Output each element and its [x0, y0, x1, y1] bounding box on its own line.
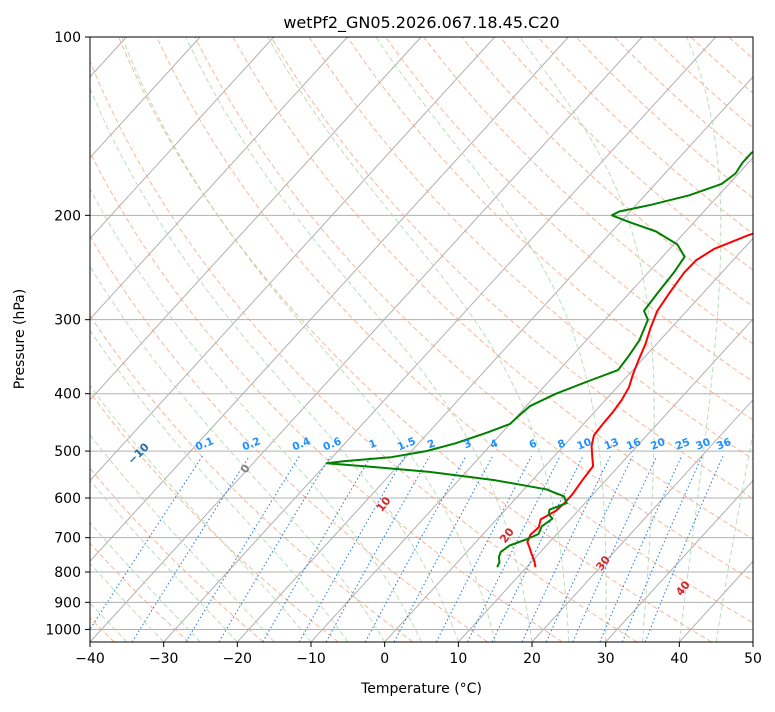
line-labels: 0.10.20.40.611.52346810131620253036−100−…: [0, 47, 733, 598]
x-tick-label: 40: [670, 651, 688, 667]
mixing-ratio-line: [219, 456, 330, 642]
isotherm-line: [16, 37, 568, 642]
mixing-ratio-line: [82, 456, 203, 642]
moist-adiabat-label: 20: [497, 525, 517, 545]
y-tick-label: 600: [54, 491, 81, 507]
y-tick-label: 800: [54, 565, 81, 581]
dry-adiabat-line: [0, 37, 413, 642]
isotherm-line: [458, 37, 775, 642]
y-axis-label: Pressure (hPa): [12, 289, 28, 389]
moist-adiabat-label: 40: [673, 578, 693, 598]
mixing-ratio-label: 25: [674, 436, 692, 453]
isotherm-line: [237, 37, 775, 642]
mixing-ratio-line: [263, 456, 371, 642]
dry-adiabat-label: −20: [40, 408, 67, 435]
y-tick-label: 200: [54, 208, 81, 224]
mixing-ratio-label: 16: [625, 436, 643, 453]
mixing-ratio-label: 10: [575, 436, 593, 453]
dry-adiabat-line: [462, 37, 775, 642]
dry-adiabat-line: [614, 37, 775, 642]
dry-adiabat-line: [0, 37, 264, 642]
moist-adiabat-line: [0, 37, 201, 642]
moist-adiabat-line: [716, 37, 775, 642]
dry-adiabat-line: [729, 37, 775, 642]
x-axis-label: Temperature (°C): [360, 681, 482, 697]
mixing-ratio-line: [546, 456, 632, 642]
mixing-ratio-line: [326, 456, 430, 642]
moist-adiabat-line: [268, 37, 569, 642]
dry-adiabat-line: [424, 37, 775, 642]
x-tick-label: 0: [380, 651, 389, 667]
mixing-ratio-label: 30: [694, 436, 712, 453]
isotherm-line: [679, 37, 775, 642]
mixing-ratio-line: [365, 456, 466, 642]
mixing-ratio-label: 2: [426, 437, 437, 451]
x-tick-label: 20: [523, 651, 541, 667]
isotherm-line: [90, 37, 642, 642]
moist-adiabat-line: [753, 37, 775, 642]
x-tick-label: 10: [449, 651, 467, 667]
moist-adiabat-line: [679, 37, 721, 642]
moist-adiabat-label: 0: [238, 461, 253, 475]
dry-adiabat-line: [157, 37, 775, 642]
dry-adiabat-line: [386, 37, 775, 642]
dry-adiabat-line: [767, 37, 775, 642]
y-tick-label: 300: [54, 313, 81, 329]
chart-title: wetPf2_GN05.2026.067.18.45.C20: [283, 13, 559, 33]
mixing-ratio-label: 1: [367, 437, 378, 451]
x-tick-label: −20: [223, 651, 253, 667]
mixing-ratio-label: 3: [462, 437, 473, 451]
moist-adiabat-line: [0, 37, 237, 642]
x-tick-label: −40: [75, 651, 105, 667]
dry-adiabat-line: [233, 37, 775, 642]
mixing-ratio-label: 4: [489, 437, 500, 451]
dry-adiabat-line: [0, 37, 338, 642]
mixing-ratio-line: [600, 456, 682, 642]
mixing-ratio-label: 20: [649, 436, 667, 453]
plot-frame: [90, 37, 753, 642]
isotherm-line: [0, 37, 421, 642]
dry-adiabat-line: [271, 37, 775, 642]
isotherm-line: [0, 37, 347, 642]
background-lines: [0, 37, 775, 642]
moist-adiabat-line: [29, 37, 422, 642]
isotherm-line: [385, 37, 775, 642]
dry-adiabat-line: [538, 37, 775, 642]
x-tick-label: −10: [296, 651, 326, 667]
isotherm-line: [0, 37, 200, 642]
dry-adiabat-line: [0, 37, 189, 642]
mixing-ratio-line: [394, 456, 492, 642]
moist-adiabat-line: [0, 37, 385, 642]
dry-adiabat-line: [691, 37, 775, 642]
x-tick-label: 30: [597, 651, 615, 667]
isotherm-line: [753, 37, 775, 642]
y-tick-label: 500: [54, 444, 81, 460]
dry-adiabat-line: [652, 37, 775, 642]
moist-adiabat-line: [0, 37, 348, 642]
isotherm-line: [532, 37, 775, 642]
y-tick-label: 400: [54, 387, 81, 403]
dry-adiabat-label: −10: [125, 440, 152, 467]
profile-lines: [327, 37, 775, 567]
x-tick-label: 50: [744, 651, 762, 667]
mixing-ratio-line: [299, 456, 405, 642]
dewpoint-profile-line: [327, 37, 775, 567]
mixing-ratio-line: [186, 456, 300, 642]
moist-adiabat-label: 10: [374, 494, 394, 514]
mixing-ratio-line: [645, 456, 723, 642]
mixing-ratio-label: 6: [527, 437, 538, 451]
moist-adiabat-line: [376, 37, 606, 642]
y-tick-label: 900: [54, 595, 81, 611]
y-tick-label: 700: [54, 531, 81, 547]
x-tick-label: −30: [149, 651, 179, 667]
y-tick-label: 1000: [45, 622, 81, 638]
y-tick-label: 100: [54, 30, 81, 46]
